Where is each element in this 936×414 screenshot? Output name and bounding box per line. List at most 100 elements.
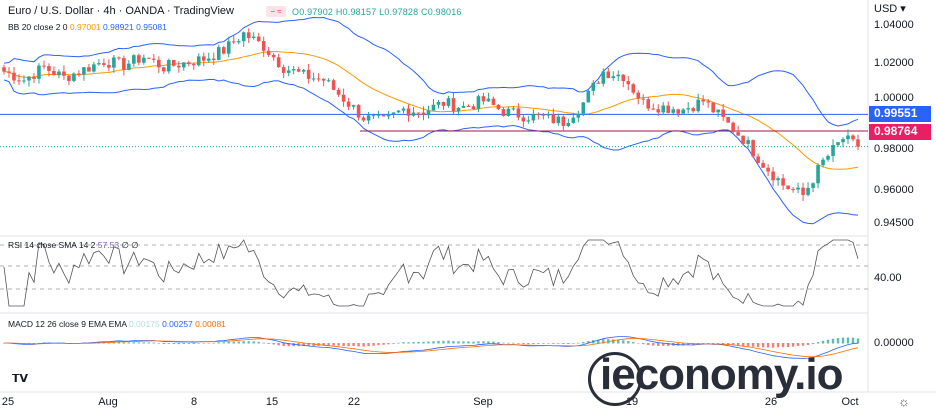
macd-histogram-bar [372,343,375,346]
macd-histogram-bar [222,342,225,344]
macd-histogram-bar [427,341,430,344]
candle-body [576,113,581,118]
macd-histogram-bar [731,343,735,346]
candle-body [17,80,21,82]
candle-body [416,112,421,114]
settings-icon[interactable]: ☼ [898,394,910,409]
currency-selector[interactable]: USD ▾ [874,3,906,15]
macd-histogram-bar [761,343,765,348]
candle-body [346,101,351,107]
candle-body [801,187,805,195]
candle-body [236,41,241,43]
macd-histogram-bar [642,343,645,345]
macd-histogram-bar [552,343,555,344]
candle-body [486,98,491,102]
candle-body [466,106,471,108]
macd-histogram-bar [362,343,365,347]
macd-histogram-bar [647,343,650,346]
bb-lower-band [3,79,859,225]
bb-legend[interactable]: BB 20 close 2 0 0.97001 0.98921 0.95081 [8,22,167,32]
candle-body [521,117,526,122]
rsi-extra: ∅ ∅ [121,240,139,250]
macd-histogram-bar [547,343,550,344]
macd-histogram-bar [167,343,171,344]
candle-body [162,67,166,72]
candle-body [701,99,705,102]
candle-body [336,89,341,95]
candle-body [381,114,386,117]
candle-body [851,135,855,140]
macd-histogram-bar [262,342,265,344]
macd-histogram-bar [801,343,805,346]
candle-body [431,104,436,111]
candle-body [736,132,740,136]
candle-body [791,188,795,190]
rsi-legend[interactable]: RSI 14 close SMA 14 2 57.53 ∅ ∅ [8,240,139,251]
macd-histogram-bar [632,342,635,344]
time-tick: Aug [98,396,118,408]
macd-histogram-bar [721,343,725,345]
candle-body [856,139,860,147]
macd-histogram-bar [132,342,136,344]
candle-body [461,106,466,108]
macd-histogram-bar [227,341,230,344]
macd-histogram-bar [162,343,166,345]
macd-histogram-bar [487,341,490,344]
candle-body [686,108,690,110]
macd-histogram-bar [462,341,465,344]
macd-histogram-bar [257,341,260,344]
candle-body [631,84,636,93]
candle-body [636,92,641,99]
candle-body [401,108,406,111]
candle-body [167,60,171,72]
candle-body [261,41,266,51]
macd-legend[interactable]: MACD 12 26 close 9 EMA EMA 0.00175 0.002… [8,319,226,329]
symbol-title[interactable]: Euro / U.S. Dollar · 4h · OANDA · Tradin… [8,5,234,17]
macd-histogram-bar [202,342,205,344]
macd-histogram-bar [766,343,770,348]
time-tick: 25 [1,396,15,408]
tradingview-logo-icon[interactable]: 𝗧𝗩 [12,373,29,385]
candle-body [606,71,611,79]
candle-body [201,56,206,61]
candle-body [22,80,26,82]
macd-histogram-bar [711,343,715,344]
time-tick: 26 [764,396,778,408]
candle-body [471,106,476,110]
bb-lower: 0.95081 [136,22,167,32]
candle-body [181,62,186,68]
macd-histogram-bar [342,343,345,347]
macd-histogram-bar [147,342,151,344]
bb-upper-band [3,16,859,127]
candle-body [206,58,211,61]
candle-body [371,115,376,117]
macd-histogram-bar [122,342,126,344]
macd-histogram-bar [387,343,390,345]
macd-histogram-bar [781,343,785,348]
macd-histogram-bar [322,343,325,346]
candle-body [296,69,301,72]
bb-label: BB 20 close 2 0 [8,22,68,32]
ohlc-values: O0.97902 H0.98157 L0.97828 C0.98016 [292,7,462,17]
candle-body [72,73,76,81]
candle-body [356,105,361,118]
candle-body [216,47,221,60]
candle-body [406,108,411,116]
macd-histogram-bar [417,341,420,344]
macd-histogram-bar [662,343,665,346]
macd-histogram-bar [337,343,340,346]
macd-histogram-bar [422,341,425,344]
macd-histogram-bar [392,343,395,344]
time-tick: Oct [841,396,859,408]
candle-body [306,69,311,79]
candle-body [77,73,81,75]
candle-body [511,108,516,110]
candle-body [751,140,755,157]
candle-body [456,107,461,112]
macd-histogram-bar [527,343,530,345]
macd-histogram-bar [187,343,190,344]
macd-histogram-bar [237,341,240,344]
candle-body [816,165,820,184]
candle-body [326,80,331,82]
